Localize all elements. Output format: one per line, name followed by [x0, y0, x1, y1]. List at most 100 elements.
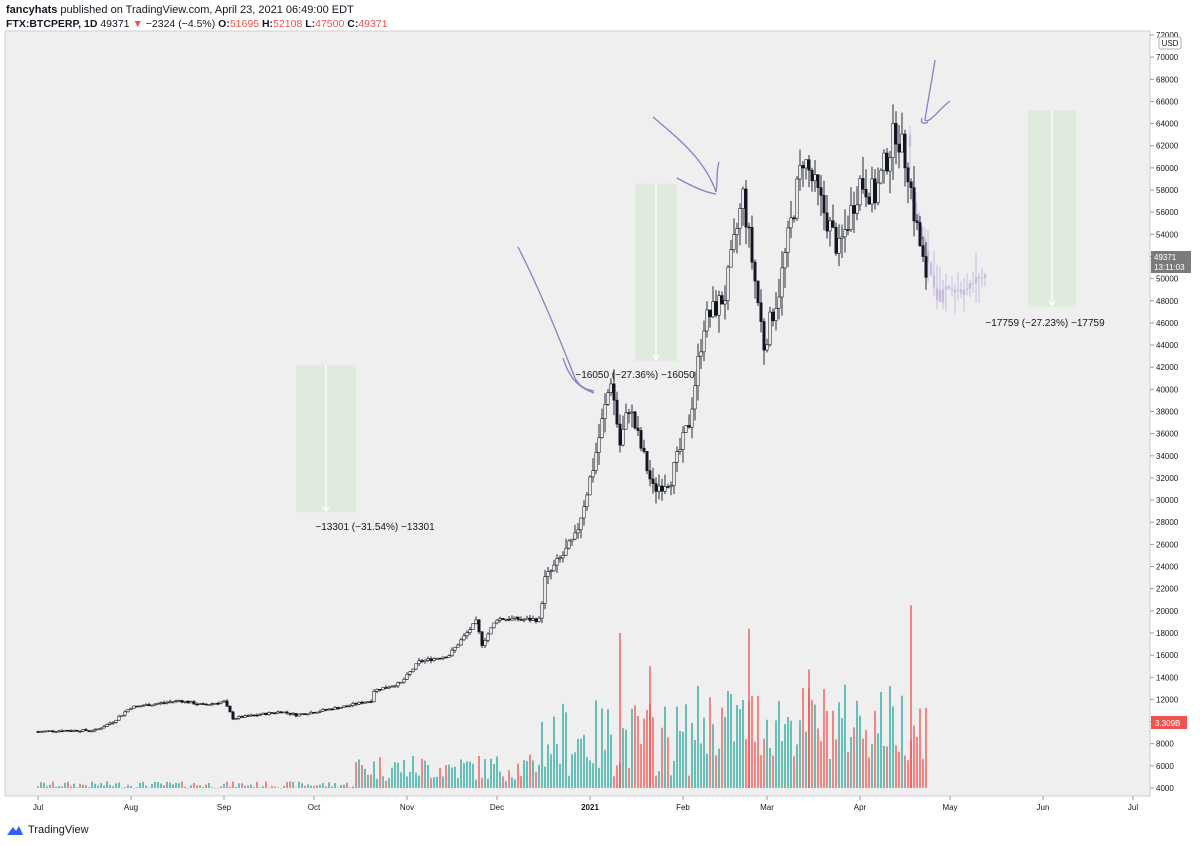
candle-body: [282, 711, 286, 714]
volume-bar: [82, 784, 84, 788]
volume-bar: [883, 745, 885, 788]
candle-body: [174, 700, 178, 702]
volume-bar: [136, 787, 138, 788]
volume-bar: [637, 715, 639, 788]
close-label: C:: [347, 18, 359, 30]
candle-body: [750, 227, 754, 263]
volume-bar: [679, 730, 681, 788]
volume-bar: [754, 741, 756, 788]
volume-bar: [709, 697, 711, 788]
ghost-body: [980, 277, 984, 279]
candle-body: [591, 470, 595, 478]
candle-body: [315, 711, 319, 714]
volume-bar: [148, 787, 150, 789]
volume-bar: [67, 781, 69, 788]
brand-label[interactable]: TradingView: [28, 824, 89, 836]
volume-bar: [874, 710, 876, 788]
candle-body: [57, 730, 61, 733]
volume-bar: [664, 706, 666, 788]
volume-bar: [352, 786, 354, 788]
volume-bar: [94, 783, 96, 788]
volume-bar: [277, 787, 279, 788]
volume-bar: [925, 708, 927, 788]
candle-body: [432, 658, 436, 661]
volume-bar: [685, 704, 687, 788]
volume-bar: [541, 722, 543, 788]
candle-body: [51, 730, 55, 732]
volume-bar: [451, 767, 453, 788]
price-tick-label: 46000: [1156, 319, 1179, 328]
volume-bar: [838, 702, 840, 788]
drawn-arrow: [652, 116, 720, 193]
candle-body: [582, 506, 586, 519]
candle-body: [714, 301, 718, 316]
candle-body: [345, 705, 349, 708]
volume-bar: [454, 766, 456, 788]
candle-body: [576, 529, 580, 534]
candle-body: [789, 217, 793, 229]
volume-bar: [889, 686, 891, 788]
candle-body: [99, 727, 103, 730]
volume-bar: [394, 762, 396, 788]
volume-bar: [715, 755, 717, 788]
candle-body: [105, 724, 109, 727]
price-range-label: −17759 (−27.23%) −17759: [985, 318, 1105, 329]
volume-bar: [880, 692, 882, 788]
candle-body: [852, 205, 856, 214]
price-tick-label: 4000: [1156, 784, 1174, 793]
candle-body: [195, 703, 199, 706]
volume-bar: [766, 719, 768, 788]
candle-body: [861, 178, 865, 190]
volume-bar: [52, 781, 54, 788]
volume-bar: [640, 743, 642, 788]
volume-bar: [706, 753, 708, 788]
volume-bar: [130, 786, 132, 788]
candle-body: [540, 603, 544, 619]
price-axis[interactable]: 4000600080001000012000140001600018000200…: [1150, 31, 1179, 793]
candle-body: [411, 668, 415, 673]
candle-body: [342, 705, 346, 708]
volume-bar: [172, 784, 174, 788]
tradingview-logo-icon: [7, 826, 23, 835]
volume-bar: [268, 787, 270, 789]
last-price-label: 49371: [1154, 253, 1177, 262]
volume-bar: [196, 785, 198, 788]
ghost-body: [908, 134, 912, 147]
candle-body: [918, 222, 922, 246]
hand-drawings: [517, 59, 951, 394]
volume-bar: [115, 783, 117, 788]
candle-body: [876, 182, 880, 204]
candle-body: [351, 703, 355, 706]
volume-bar: [790, 720, 792, 788]
volume-bar: [457, 777, 459, 788]
volume-bar: [490, 758, 492, 788]
volume-bar: [121, 787, 123, 789]
candle-body: [471, 623, 475, 630]
candle-body: [132, 705, 136, 709]
price-tick-label: 34000: [1156, 452, 1179, 461]
time-tick-label: Feb: [676, 803, 690, 812]
volume-bar: [61, 786, 63, 788]
candle-body: [621, 428, 625, 446]
price-tick-label: 42000: [1156, 363, 1179, 372]
candle-body: [747, 226, 751, 229]
candle-body: [759, 302, 763, 322]
candle-body: [390, 685, 394, 688]
candle-body: [783, 252, 787, 269]
drawn-arrow: [562, 357, 595, 394]
price-range-label: −16050 (−27.36%) −16050: [575, 370, 695, 381]
volume-bar: [175, 782, 177, 788]
publisher-name[interactable]: fancyhats: [6, 4, 58, 16]
price-range-tools[interactable]: −13301 (−31.54%) −13301 −16050 (−27.36%) …: [296, 110, 1105, 533]
plot-area[interactable]: [4, 30, 1151, 797]
volume-bar: [526, 761, 528, 788]
time-axis[interactable]: Jul Aug Sep Oct Nov Dec 2021 Feb Mar Apr May Jun Jul: [33, 796, 1138, 812]
volume-bar: [553, 716, 555, 788]
candle-body: [648, 470, 652, 480]
candle-body: [756, 280, 760, 304]
candle-body: [777, 296, 781, 309]
volume-bar: [583, 734, 585, 788]
price-tick-label: 20000: [1156, 607, 1179, 616]
candle-body: [624, 412, 628, 430]
